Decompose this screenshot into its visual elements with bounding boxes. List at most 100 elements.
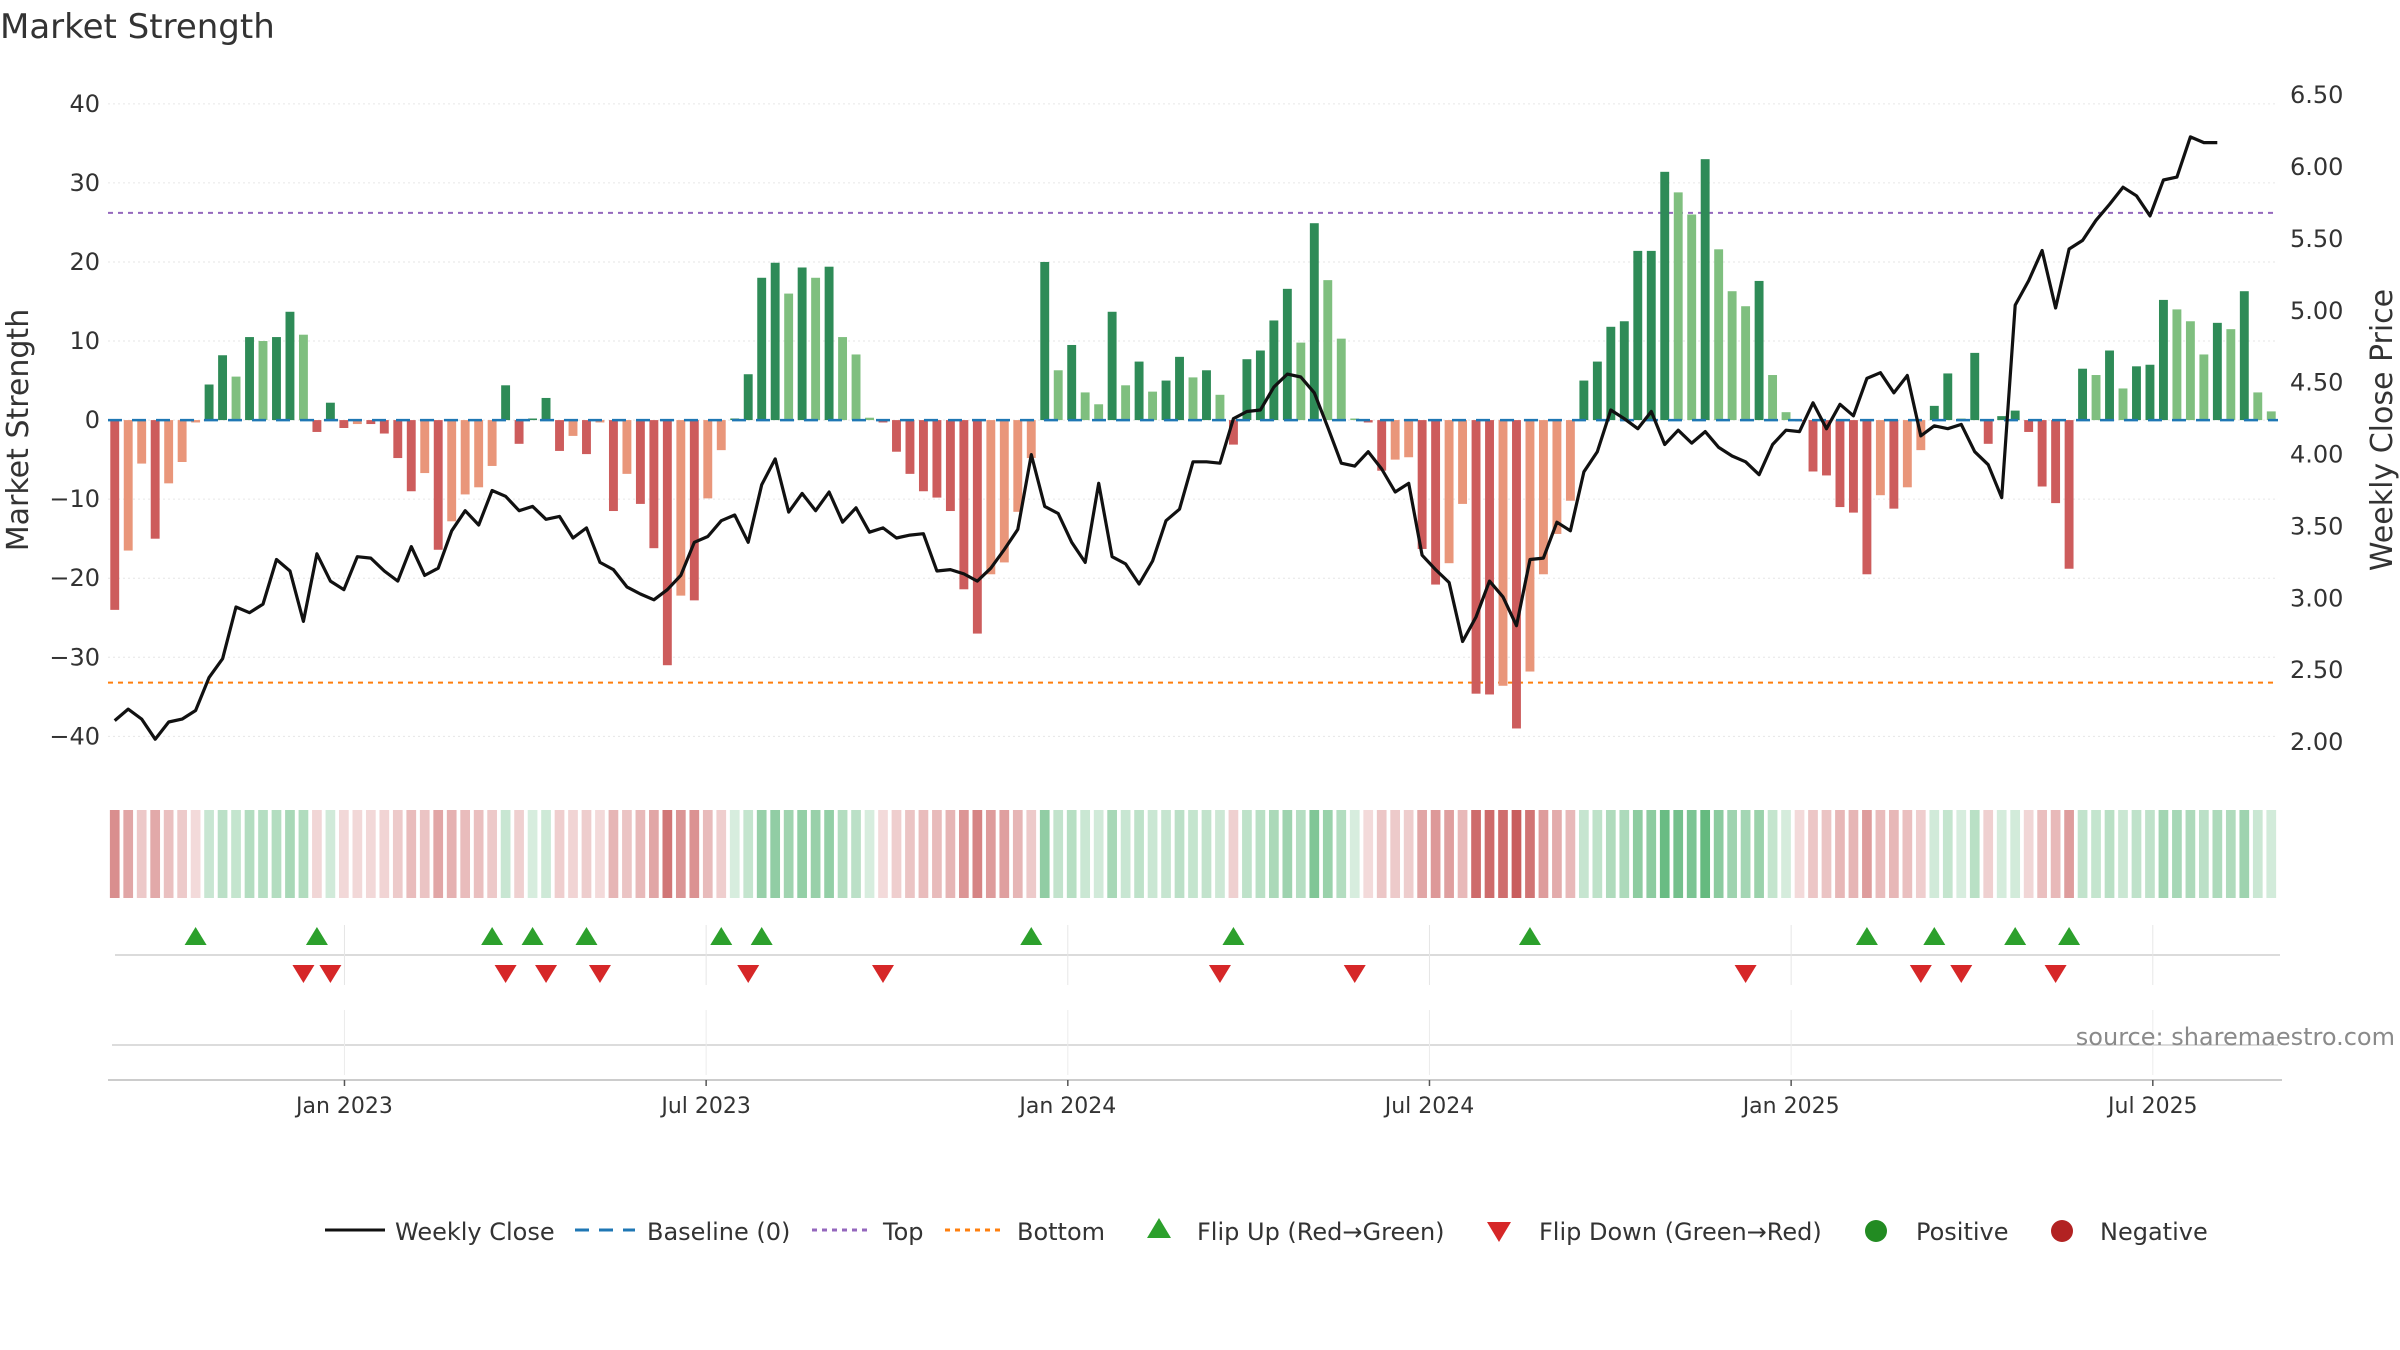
strength-bar: [1026, 420, 1036, 459]
flip-down-marker: [1343, 965, 1366, 983]
strength-bar: [999, 420, 1009, 563]
heat-cell: [244, 810, 255, 898]
strength-bar: [2266, 411, 2276, 421]
heat-cell: [1835, 810, 1845, 898]
heat-cell: [123, 810, 134, 898]
weekly-close-line: [113, 135, 2218, 741]
heat-cell: [1889, 810, 1899, 898]
strength-bar: [1997, 416, 2007, 421]
heat-cell: [2185, 810, 2196, 898]
strength-bar: [1067, 344, 1077, 421]
strength-bar: [1296, 342, 1306, 421]
flip-up-marker: [575, 927, 598, 945]
strength-bar: [622, 420, 632, 474]
flip-down-marker: [535, 965, 558, 983]
heat-cell: [1781, 810, 1791, 898]
strength-bar: [959, 420, 969, 590]
strength-bar: [1134, 361, 1144, 421]
strength-bar: [932, 420, 942, 498]
strength-bar: [770, 262, 780, 421]
heat-cell: [851, 810, 861, 898]
heat-cell: [352, 810, 363, 898]
flip-down-marker: [872, 965, 894, 983]
heat-cell: [1579, 810, 1589, 898]
strength-bar: [272, 337, 281, 421]
heat-cell: [2118, 810, 2128, 898]
heat-cell: [1875, 810, 1886, 898]
strength-bar: [1673, 192, 1683, 421]
heat-cell: [433, 810, 444, 898]
strength-bar: [1390, 420, 1400, 460]
heat-cell: [1552, 810, 1562, 898]
legend-positive-dot: [1865, 1220, 1887, 1242]
heat-cell: [985, 810, 996, 898]
strength-bar: [2199, 354, 2209, 421]
strength-bar: [2132, 366, 2141, 421]
heat-cell: [419, 810, 430, 898]
strength-bar: [865, 417, 874, 421]
heat-cell: [258, 810, 268, 898]
heat-cell: [1215, 810, 1225, 898]
strength-bar: [1377, 420, 1387, 471]
strength-bar: [487, 420, 497, 466]
strength-bar: [379, 420, 389, 434]
strength-bar: [1619, 321, 1629, 421]
reference-lines: [108, 211, 2278, 684]
left-axis-ticks: 40 30 20 10 0 −10 −20 −30 −40: [49, 90, 100, 751]
flip-down-marker: [1734, 965, 1757, 983]
strength-bar: [1107, 311, 1117, 421]
heat-cell: [1134, 810, 1144, 898]
strength-bar: [204, 384, 214, 421]
x-tick-label: Jan 2025: [1741, 1094, 1840, 1119]
left-tick-label: −40: [49, 722, 100, 750]
legend-flip-down-icon: [1487, 1222, 1511, 1242]
strength-bar: [177, 420, 187, 462]
heat-cell: [1929, 810, 1940, 898]
strength-bar: [1700, 159, 1710, 421]
x-tick-label: Jul 2024: [1383, 1094, 1475, 1119]
heat-cell: [2010, 810, 2021, 898]
strength-bar: [2091, 375, 2101, 421]
strength-bar: [1835, 420, 1845, 508]
right-tick-label: 5.00: [2290, 297, 2343, 325]
heat-cell: [514, 810, 524, 898]
heat-cell: [204, 810, 214, 898]
strength-bar: [2037, 420, 2047, 487]
right-tick-label: 4.50: [2290, 369, 2343, 397]
heat-cell: [810, 810, 821, 898]
source-note: source: sharemaestro.com: [2076, 1023, 2395, 1051]
strength-bar: [703, 420, 713, 499]
right-axis-label: Weekly Close Price: [2365, 289, 2400, 571]
heat-cell: [217, 810, 228, 898]
strength-bar: [1929, 405, 1939, 421]
legend-flip-up-icon: [1147, 1218, 1171, 1238]
heat-cell: [1592, 810, 1603, 898]
heat-cell: [392, 810, 403, 898]
heat-cell: [190, 810, 201, 898]
strength-bar: [2185, 321, 2195, 421]
strength-bar: [1902, 420, 1912, 488]
heat-cell: [1309, 810, 1320, 898]
right-tick-label: 2.00: [2290, 728, 2343, 756]
heat-cell: [770, 810, 781, 898]
strength-bar: [2253, 392, 2263, 421]
heat-cell: [2037, 810, 2047, 898]
heat-cell: [1525, 810, 1535, 898]
x-tick-label: Jul 2025: [2106, 1094, 2198, 1119]
strength-bar: [110, 420, 120, 610]
heat-cell: [1147, 810, 1158, 898]
weekly-close-series: [108, 135, 2278, 741]
strength-bar: [797, 267, 807, 421]
strength-bar: [339, 420, 349, 428]
strength-bar: [1431, 420, 1441, 585]
flip-down-marker: [2044, 965, 2067, 983]
heat-cell: [2212, 810, 2223, 898]
heat-cell: [554, 810, 565, 898]
flip-up-marker: [750, 927, 773, 945]
strength-bar: [325, 402, 335, 421]
chart-legend: Weekly Close Baseline (0) Top Bottom Fli…: [325, 1218, 2208, 1246]
strength-bar: [1080, 392, 1090, 421]
flip-markers-panel: [115, 927, 2280, 983]
heat-cell: [339, 810, 349, 898]
heat-cell: [312, 810, 322, 898]
